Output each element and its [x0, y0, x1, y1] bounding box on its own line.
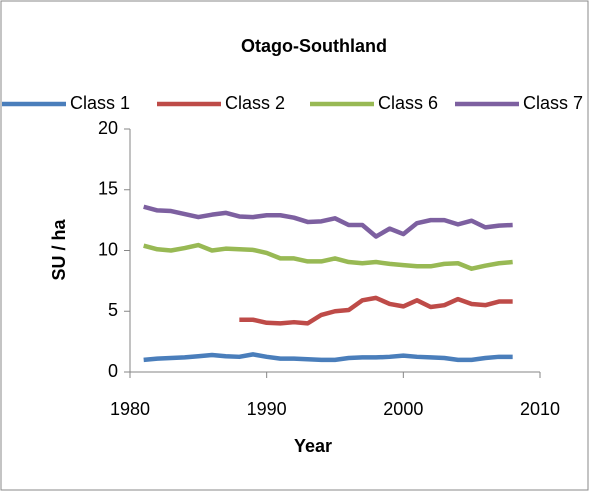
legend-label: Class 2	[225, 93, 285, 113]
x-tick-label: 2000	[383, 399, 423, 419]
legend-label: Class 7	[523, 93, 583, 113]
legend-label: Class 6	[378, 93, 438, 113]
x-axis-label: Year	[294, 436, 332, 456]
x-tick-label: 1980	[110, 399, 150, 419]
series-line	[143, 242, 513, 271]
y-tick-label: 0	[108, 361, 118, 381]
series-line	[143, 352, 513, 363]
y-axis-label: SU / ha	[49, 219, 69, 281]
y-tick-label: 10	[98, 239, 118, 259]
y-tick-label: 15	[98, 179, 118, 199]
legend-label: Class 1	[70, 93, 130, 113]
x-tick-label: 1990	[247, 399, 287, 419]
x-tick-label: 2010	[520, 399, 560, 419]
series-line	[239, 295, 513, 326]
chart-title: Otago-Southland	[241, 36, 387, 56]
y-tick-label: 5	[108, 300, 118, 320]
y-tick-label: 20	[98, 118, 118, 138]
series-line	[143, 204, 513, 239]
